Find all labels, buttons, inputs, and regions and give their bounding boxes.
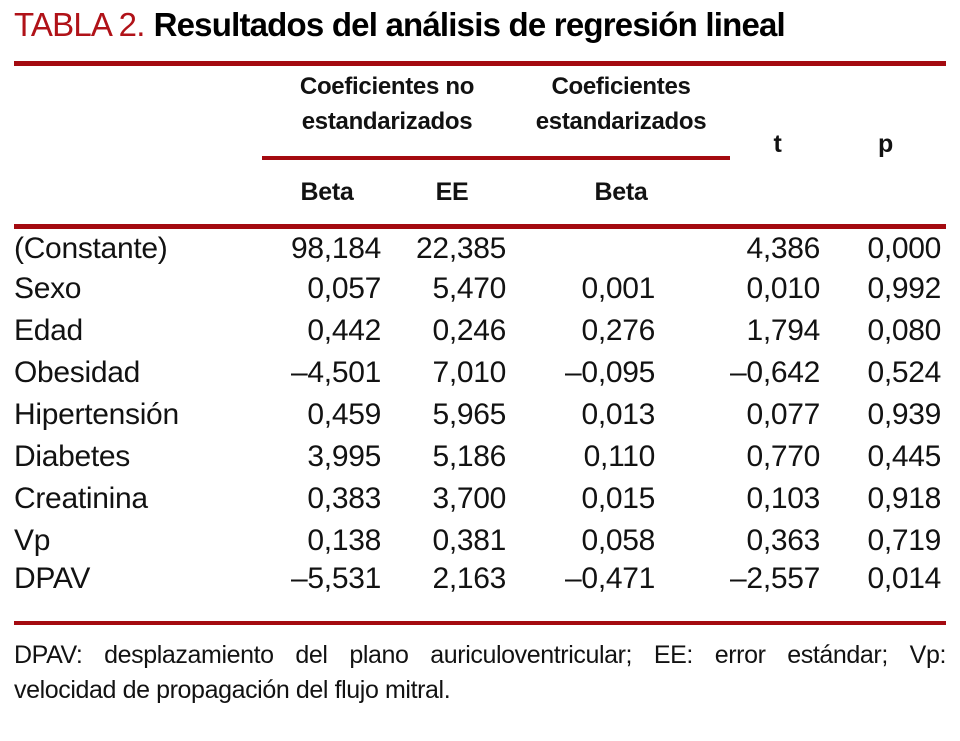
cell-beta-std: 0,276 (581, 314, 656, 348)
cell-ee: 3,700 (432, 482, 507, 516)
col-header-p: p (825, 63, 947, 229)
row-label: Hipertensión (14, 398, 179, 432)
cell-t: 0,770 (746, 440, 821, 474)
cell-beta-std: –0,471 (565, 562, 656, 596)
cell-beta-unstd: 0,442 (307, 314, 381, 348)
cell-beta-std (512, 226, 730, 268)
cell-p: 0,939 (867, 398, 942, 432)
cell-beta-unstd: 0,459 (307, 398, 381, 432)
table-title-text: Resultados del análisis de regresión lin… (153, 6, 786, 43)
col-header-t: t (730, 63, 826, 229)
table-footnote: DPAV: desplazamiento del plano auriculov… (14, 638, 946, 708)
table-row: Sexo 0,057 5,470 0,001 0,010 0,992 (14, 268, 946, 310)
table-row: Vp 0,138 0,381 0,058 0,363 0,719 (14, 520, 946, 562)
cell-beta-unstd: 0,057 (307, 272, 381, 306)
cell-p: 0,000 (867, 231, 942, 265)
cell-t: 4,386 (746, 231, 821, 265)
cell-ee: 5,470 (432, 272, 507, 306)
row-label: Edad (14, 314, 83, 348)
cell-t: 0,077 (746, 398, 821, 432)
cell-p: 0,992 (867, 272, 942, 306)
cell-p: 0,014 (867, 562, 942, 596)
paper-table-figure: TABLA 2. Resultados del análisis de regre… (0, 6, 960, 708)
table-row: DPAV –5,531 2,163 –0,471 –2,557 0,014 (14, 562, 946, 623)
cell-ee: 5,186 (432, 440, 507, 474)
table-row: Obesidad –4,501 7,010 –0,095 –0,642 0,52… (14, 352, 946, 394)
cell-p: 0,080 (867, 314, 942, 348)
cell-beta-std: 0,015 (581, 482, 656, 516)
cell-ee: 5,965 (432, 398, 507, 432)
cell-p: 0,524 (867, 356, 942, 390)
footnote-line-1: DPAV: desplazamiento del plano auriculov… (14, 641, 946, 670)
table-title: TABLA 2. Resultados del análisis de regre… (14, 6, 946, 44)
cell-beta-std: 0,110 (583, 440, 656, 474)
row-label: Obesidad (14, 356, 141, 390)
cell-t: 1,794 (746, 314, 821, 348)
col-header-ee: EE (392, 158, 513, 229)
cell-t: –0,642 (730, 356, 821, 390)
cell-beta-unstd: 3,995 (307, 440, 381, 474)
row-label: Sexo (14, 272, 82, 306)
cell-beta-unstd: –5,531 (291, 562, 381, 596)
cell-beta-std: 0,013 (581, 398, 656, 432)
row-label: Vp (14, 524, 51, 558)
table-row: (Constante) 98,184 22,385 4,386 0,000 (14, 226, 946, 268)
cell-ee: 0,381 (432, 524, 507, 558)
col-header-beta-std: Beta (512, 158, 731, 229)
footnote-line-2: velocidad de propagación del flujo mitra… (14, 676, 451, 705)
cell-ee: 2,163 (432, 562, 507, 596)
group-header-unstandardized: Coeficientes no estandarizados (262, 63, 513, 161)
table-row: Diabetes 3,995 5,186 0,110 0,770 0,445 (14, 436, 946, 478)
cell-ee: 0,246 (432, 314, 507, 348)
cell-t: –2,557 (730, 562, 821, 596)
col-header-beta-unstd: Beta (262, 158, 392, 229)
cell-t: 0,010 (746, 272, 821, 306)
cell-beta-unstd: 98,184 (291, 231, 381, 265)
cell-t: 0,363 (746, 524, 821, 558)
table-number: TABLA 2. (14, 6, 145, 43)
cell-beta-unstd: 0,383 (307, 482, 381, 516)
cell-p: 0,918 (867, 482, 942, 516)
row-label: Diabetes (14, 440, 131, 474)
row-label: (Constante) (14, 231, 168, 265)
cell-t: 0,103 (746, 482, 821, 516)
table-body: (Constante) 98,184 22,385 4,386 0,000 Se… (14, 226, 946, 623)
cell-beta-std: 0,001 (581, 272, 656, 306)
cell-ee: 7,010 (432, 356, 507, 390)
cell-beta-unstd: –4,501 (291, 356, 381, 390)
cell-beta-unstd: 0,138 (307, 524, 381, 558)
cell-beta-std: –0,095 (565, 356, 656, 390)
table-row: Hipertensión 0,459 5,965 0,013 0,077 0,9… (14, 394, 946, 436)
table-row: Creatinina 0,383 3,700 0,015 0,103 0,918 (14, 478, 946, 520)
cell-p: 0,719 (867, 524, 942, 558)
cell-ee: 22,385 (416, 231, 507, 265)
header-spacer (14, 63, 262, 158)
group-header-standardized: Coeficientes estandarizados (512, 63, 731, 161)
row-label: Creatinina (14, 482, 148, 516)
cell-beta-std: 0,058 (581, 524, 656, 558)
table-header: Coeficientes no estandarizados Coeficien… (14, 63, 947, 229)
table-row: Edad 0,442 0,246 0,276 1,794 0,080 (14, 310, 946, 352)
subheader-spacer (14, 158, 262, 229)
regression-results-table: Coeficientes no estandarizados Coeficien… (14, 60, 947, 626)
row-label: DPAV (14, 562, 91, 596)
cell-p: 0,445 (867, 440, 942, 474)
